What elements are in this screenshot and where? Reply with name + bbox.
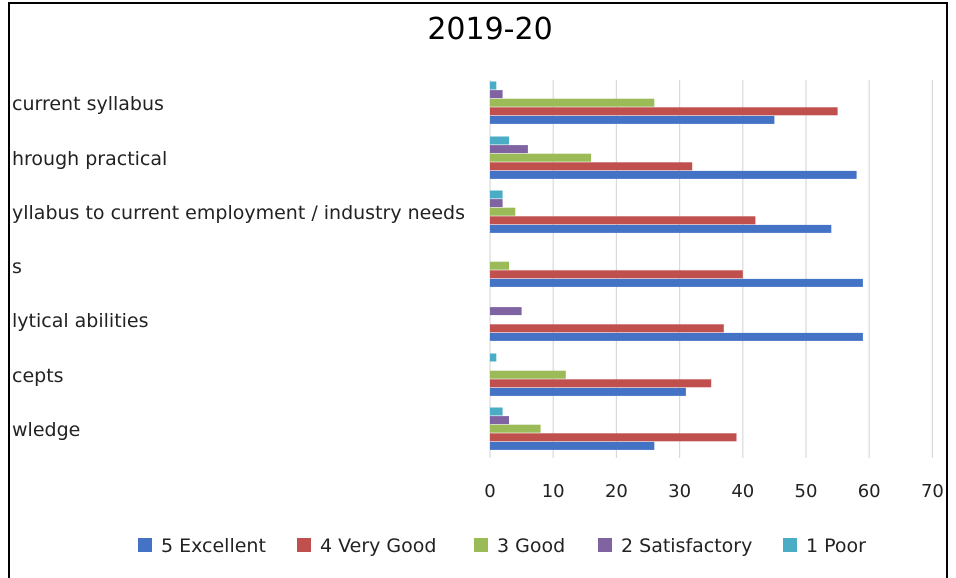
bar-3-good xyxy=(490,424,541,433)
bar-5-excellent xyxy=(490,224,832,233)
legend-label: 3 Good xyxy=(497,535,565,557)
bar-4-very-good xyxy=(490,379,712,388)
bar-1-poor xyxy=(490,136,509,145)
bar-3-good xyxy=(490,153,592,162)
legend-swatch xyxy=(783,538,797,552)
frame-border-left xyxy=(8,2,10,578)
chart-title: 2019-20 xyxy=(427,12,553,47)
bar-4-very-good xyxy=(490,162,693,171)
x-tick-label: 70 xyxy=(921,481,944,502)
x-tick-label: 40 xyxy=(731,481,754,502)
category-label: s xyxy=(12,256,22,278)
bar-4-very-good xyxy=(490,216,756,225)
frame-border-right xyxy=(946,2,948,578)
bar-2-satisfactory xyxy=(490,145,528,154)
bar-5-excellent xyxy=(490,170,857,179)
x-tick-label: 50 xyxy=(795,481,818,502)
x-tick-label: 10 xyxy=(542,481,565,502)
legend-swatch xyxy=(297,538,311,552)
bar-3-good xyxy=(490,98,655,107)
bar-4-very-good xyxy=(490,270,743,279)
category-label: lytical abilities xyxy=(12,310,149,332)
category-label: hrough practical xyxy=(12,148,167,170)
category-label: cepts xyxy=(12,365,64,387)
legend-swatch xyxy=(138,538,152,552)
bar-4-very-good xyxy=(490,107,838,116)
bar-3-good xyxy=(490,261,509,270)
category-label: current syllabus xyxy=(12,93,164,115)
bar-5-excellent xyxy=(490,441,655,450)
bar-5-excellent xyxy=(490,278,863,287)
x-tick-label: 0 xyxy=(484,481,495,502)
bar-2-satisfactory xyxy=(490,416,509,425)
bar-4-very-good xyxy=(490,324,724,333)
x-tick-label: 20 xyxy=(605,481,628,502)
legend-label: 2 Satisfactory xyxy=(621,535,752,557)
frame-border-top xyxy=(8,2,948,4)
bar-1-poor xyxy=(490,353,497,362)
legend-swatch xyxy=(598,538,612,552)
x-tick-label: 30 xyxy=(668,481,691,502)
bar-2-satisfactory xyxy=(490,90,503,99)
bar-3-good xyxy=(490,370,566,379)
legend-swatch xyxy=(474,538,488,552)
bar-1-poor xyxy=(490,407,503,416)
bar-2-satisfactory xyxy=(490,307,522,316)
category-label: yllabus to current employment / industry… xyxy=(12,202,465,224)
bar-5-excellent xyxy=(490,387,686,396)
bar-5-excellent xyxy=(490,332,863,341)
bar-1-poor xyxy=(490,190,503,199)
bar-3-good xyxy=(490,207,516,216)
category-label: wledge xyxy=(12,419,80,441)
legend-label: 1 Poor xyxy=(806,535,866,557)
x-tick-label: 60 xyxy=(858,481,881,502)
bar-2-satisfactory xyxy=(490,199,503,208)
bar-1-poor xyxy=(490,81,497,90)
bar-4-very-good xyxy=(490,433,737,442)
bar-5-excellent xyxy=(490,115,775,124)
legend-label: 4 Very Good xyxy=(320,535,436,557)
legend-label: 5 Excellent xyxy=(161,535,266,557)
